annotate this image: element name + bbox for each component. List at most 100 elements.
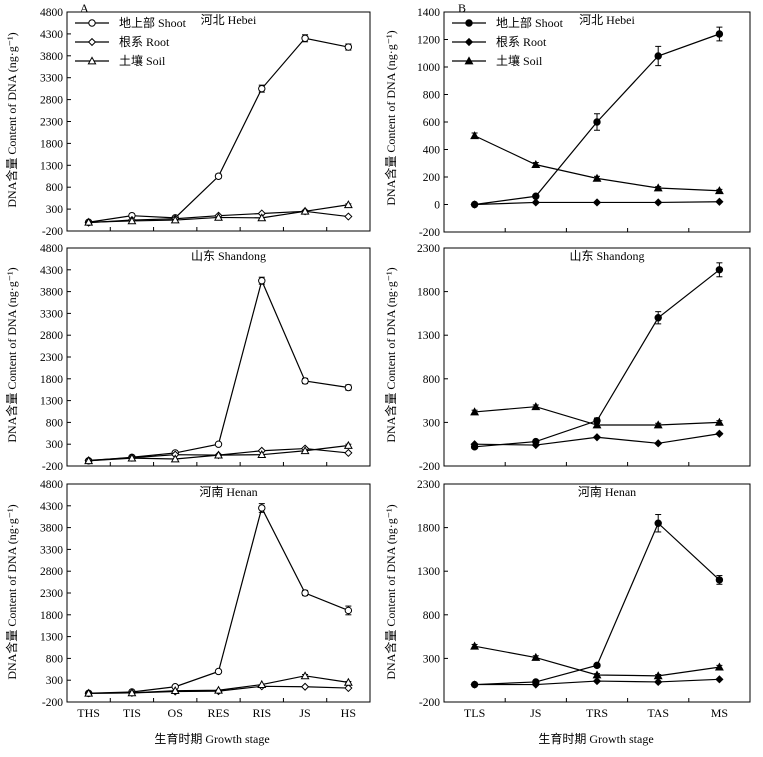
- y-tick-label: 2300: [417, 479, 440, 491]
- data-point-triangle: [214, 450, 223, 459]
- legend-marker-circle: [465, 19, 473, 27]
- y-tick-label: 2800: [40, 566, 63, 578]
- data-point-triangle: [343, 200, 353, 209]
- y-tick-label: 1000: [417, 62, 440, 74]
- plot-frame: [443, 483, 751, 703]
- data-point-diamond: [344, 683, 353, 693]
- y-axis-label-b3: DNA含量 Content of DNA (ng·g⁻¹): [383, 504, 398, 679]
- data-point-circle: [258, 277, 266, 285]
- y-tick-label: 200: [423, 172, 441, 184]
- y-tick-label: 2800: [40, 95, 63, 107]
- y-tick-label: -200: [42, 697, 63, 709]
- series-line-circle: [88, 506, 349, 694]
- data-point-triangle: [257, 679, 267, 688]
- series-line-circle: [474, 522, 720, 686]
- legend-marker-diamond: [87, 37, 97, 47]
- data-point-triangle: [470, 131, 480, 140]
- data-point-triangle: [470, 407, 480, 416]
- data-point-diamond: [592, 433, 602, 442]
- legend-marker-triangle: [464, 56, 474, 65]
- region-label: 河北 Hebei: [201, 13, 257, 27]
- series-line-circle: [88, 278, 349, 462]
- y-tick-label: 800: [423, 374, 441, 386]
- x-tick-label: JS: [299, 706, 310, 720]
- data-point-circle: [214, 172, 223, 180]
- data-point-circle: [258, 84, 266, 93]
- data-point-diamond: [470, 680, 479, 689]
- data-point-circle: [301, 377, 309, 385]
- x-tick-label: RIS: [252, 706, 271, 720]
- y-tick-label: 800: [423, 610, 441, 622]
- x-tick-label: JS: [530, 706, 541, 720]
- data-point-circle: [214, 667, 223, 676]
- data-point-triangle: [531, 402, 541, 411]
- data-point-circle: [593, 661, 601, 670]
- x-tick-label: TRS: [586, 706, 608, 720]
- legend-label: 根系 Root: [496, 35, 547, 49]
- subplot-a-3: -200 300 800 1300 1800 2300 2800 3300 3800 4300 48…: [40, 479, 371, 720]
- y-tick-label: 1800: [417, 523, 440, 535]
- x-axis-label-a: 生育时期 Growth stage: [154, 731, 269, 746]
- y-tick-label: 1300: [40, 632, 63, 644]
- y-tick-label: 4300: [40, 265, 63, 277]
- data-point-triangle: [592, 420, 602, 429]
- y-axis-label-b2: DNA含量 Content of DNA (ng·g⁻¹): [383, 267, 398, 442]
- y-tick-label: 400: [423, 145, 441, 157]
- y-tick-label: 600: [423, 117, 441, 129]
- data-point-circle: [214, 440, 223, 448]
- data-point-triangle: [127, 688, 137, 697]
- y-tick-label: 2300: [417, 243, 440, 255]
- y-tick-label: 4800: [40, 7, 63, 19]
- y-tick-label: -200: [419, 227, 440, 239]
- data-point-triangle: [592, 670, 602, 679]
- legend-marker-circle: [88, 19, 96, 27]
- plot-frame: [443, 247, 751, 467]
- legend-marker-triangle: [87, 56, 97, 65]
- data-point-diamond: [715, 675, 724, 684]
- y-tick-label: 1200: [417, 35, 440, 47]
- y-tick-label: 2300: [40, 588, 63, 600]
- x-tick-label: TAS: [647, 706, 669, 720]
- y-tick-label: -200: [419, 697, 440, 709]
- data-point-triangle: [84, 688, 94, 697]
- y-tick-label: 1800: [40, 610, 63, 622]
- x-tick-label: MS: [711, 706, 728, 720]
- plot-frame: [66, 247, 371, 467]
- y-tick-label: 1300: [40, 160, 63, 172]
- data-point-triangle: [214, 212, 223, 221]
- y-tick-label: 300: [46, 439, 64, 451]
- region-label: 河南 Henan: [199, 484, 257, 499]
- data-point-diamond: [300, 682, 310, 691]
- data-point-triangle: [84, 456, 94, 465]
- x-tick-label: OS: [168, 706, 183, 720]
- y-tick-label: 800: [46, 182, 64, 194]
- data-point-triangle: [714, 417, 724, 426]
- y-tick-label: 3800: [40, 287, 63, 299]
- data-point-diamond: [654, 677, 663, 687]
- y-tick-label: 4300: [40, 29, 63, 41]
- data-point-triangle: [214, 685, 223, 694]
- data-point-circle: [715, 576, 724, 584]
- y-tick-label: 1800: [40, 374, 63, 386]
- y-tick-label: 1800: [417, 287, 440, 299]
- data-point-triangle: [170, 215, 180, 224]
- y-tick-label: 3800: [40, 51, 63, 63]
- data-point-triangle: [127, 453, 137, 462]
- data-point-triangle: [531, 159, 541, 169]
- subplot-a-1: -200 300 800 1300 1800 2300 2800 3300 3800 4300 48…: [40, 7, 371, 238]
- y-tick-label: 4800: [40, 479, 63, 491]
- y-tick-label: 300: [423, 653, 441, 665]
- data-point-diamond: [715, 429, 724, 438]
- y-tick-label: 300: [423, 417, 441, 429]
- data-point-diamond: [592, 198, 602, 207]
- legend-marker-diamond: [464, 37, 474, 47]
- data-point-circle: [301, 34, 309, 42]
- data-point-circle: [258, 504, 266, 512]
- data-point-circle: [654, 314, 662, 322]
- data-point-triangle: [257, 450, 267, 459]
- x-tick-label: THS: [77, 706, 100, 720]
- data-point-diamond: [531, 440, 540, 450]
- data-point-circle: [715, 266, 724, 274]
- y-tick-label: 2300: [40, 117, 63, 129]
